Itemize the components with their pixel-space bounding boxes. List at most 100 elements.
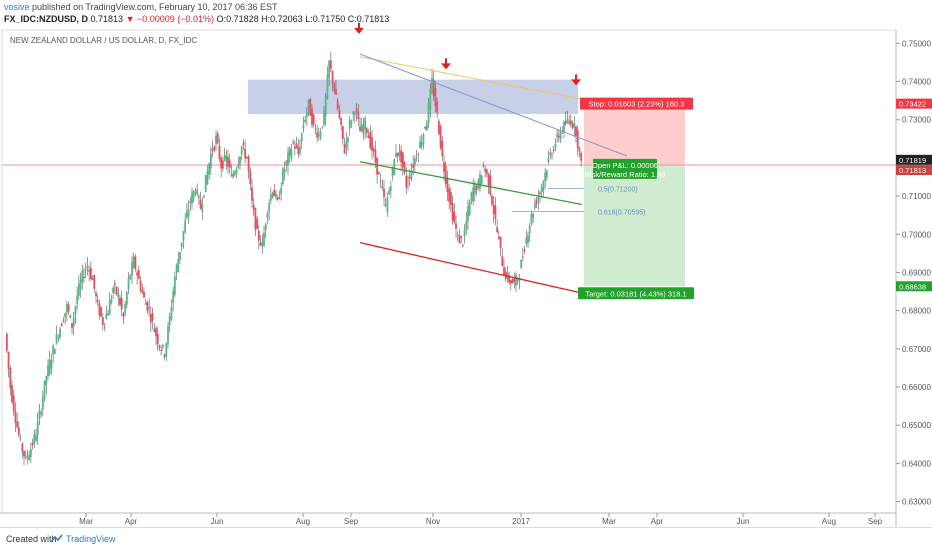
candle-body <box>259 242 262 246</box>
candle-body <box>141 289 144 293</box>
candle-body <box>528 225 531 234</box>
candle-body <box>463 229 466 237</box>
candle-body <box>316 132 319 138</box>
candle-body <box>420 142 423 147</box>
candle-body <box>48 359 51 374</box>
candle-body <box>288 147 291 156</box>
publish-info: vosive published on TradingView.com, Feb… <box>4 2 278 12</box>
candle-body <box>494 205 497 219</box>
ohlc-low: L:0.71750 <box>305 14 346 24</box>
candle-body <box>312 114 315 125</box>
price-tag-box <box>896 165 932 176</box>
candle-body <box>107 313 109 316</box>
candle-body <box>434 87 437 107</box>
candle-body <box>158 345 161 348</box>
candle-body <box>295 143 298 148</box>
candle-body <box>532 213 535 219</box>
candle-body <box>427 102 430 124</box>
candle-body <box>544 172 547 182</box>
candle-body <box>321 126 324 128</box>
candle-body <box>292 141 295 144</box>
candle-body <box>376 157 379 175</box>
candle-body <box>182 231 185 242</box>
candle-body <box>155 328 157 337</box>
candle-body <box>465 220 468 230</box>
y-tick-label: 0.67000 <box>902 345 931 354</box>
green-trendline <box>359 161 583 206</box>
ohlc-open: O:0.71828 <box>216 14 259 24</box>
candle-body <box>156 333 159 344</box>
ohlc-close: C:0.71813 <box>347 14 390 24</box>
published-text: published on TradingView.com, February 1… <box>32 2 278 12</box>
candle-body <box>518 277 521 282</box>
candle-body <box>38 410 41 420</box>
candle-body <box>487 173 490 186</box>
candle-body <box>410 170 413 179</box>
candle-body <box>520 260 523 269</box>
candle-body <box>245 156 248 159</box>
y-tick-label: 0.74000 <box>902 78 931 87</box>
candle-body <box>263 232 265 247</box>
candle-body <box>343 144 346 154</box>
candle-body <box>187 208 190 218</box>
x-tick-label: Apr <box>651 517 664 526</box>
candle-body <box>77 283 80 296</box>
candle-body <box>501 255 504 267</box>
publisher-name[interactable]: vosive <box>4 2 30 12</box>
candle-body <box>33 434 36 444</box>
candle-body <box>458 235 461 244</box>
candle-body <box>256 218 259 229</box>
candle-body <box>569 120 572 125</box>
candle-body <box>535 200 538 205</box>
candle-body <box>65 304 68 313</box>
candle-body <box>377 172 380 175</box>
y-tick-label: 0.64000 <box>902 459 931 468</box>
candle-body <box>209 153 212 169</box>
candle-body <box>449 192 452 205</box>
candle-body <box>191 192 193 204</box>
candle-body <box>491 196 493 205</box>
candle-body <box>153 328 156 332</box>
resistance-zone <box>248 79 578 114</box>
candle-body <box>393 159 396 175</box>
candle-body <box>149 314 152 323</box>
candle-body <box>36 420 39 436</box>
price-chart[interactable]: 0.750000.740000.730000.720000.710000.700… <box>0 0 932 527</box>
candle-body <box>120 298 123 310</box>
candle-body <box>547 158 550 163</box>
candle-body <box>437 120 440 135</box>
candle-body <box>74 306 77 316</box>
candle-body <box>530 213 533 224</box>
candle-body <box>31 442 34 446</box>
candle-body <box>45 376 48 385</box>
candle-body <box>473 183 476 194</box>
candle-body <box>84 269 87 271</box>
candle-body <box>83 276 85 278</box>
candle-body <box>5 333 8 351</box>
candle-body <box>81 270 84 283</box>
candle-body <box>419 141 421 148</box>
candle-body <box>545 170 548 178</box>
price-tag-box <box>896 281 932 292</box>
candle-body <box>64 312 67 318</box>
tradingview-brand[interactable]: TradingView <box>66 534 116 544</box>
candle-body <box>173 276 176 295</box>
candle-body <box>328 60 331 78</box>
candle-body <box>251 187 253 201</box>
candle-body <box>335 89 337 95</box>
candle-body <box>578 147 581 152</box>
fib-level-label: 0.5(0.71200) <box>598 186 638 193</box>
candle-body <box>67 304 70 312</box>
candle-body <box>302 124 305 129</box>
candle-body <box>161 345 164 348</box>
candle-body <box>244 148 247 159</box>
candle-body <box>278 198 281 200</box>
candle-body <box>249 170 252 185</box>
price-tag-label: 0.73422 <box>899 100 926 109</box>
candle-body <box>413 158 416 166</box>
candle-body <box>280 187 283 195</box>
candle-body <box>192 190 195 198</box>
candle-body <box>247 156 250 172</box>
candle-body <box>184 220 187 233</box>
candle-body <box>311 108 313 126</box>
